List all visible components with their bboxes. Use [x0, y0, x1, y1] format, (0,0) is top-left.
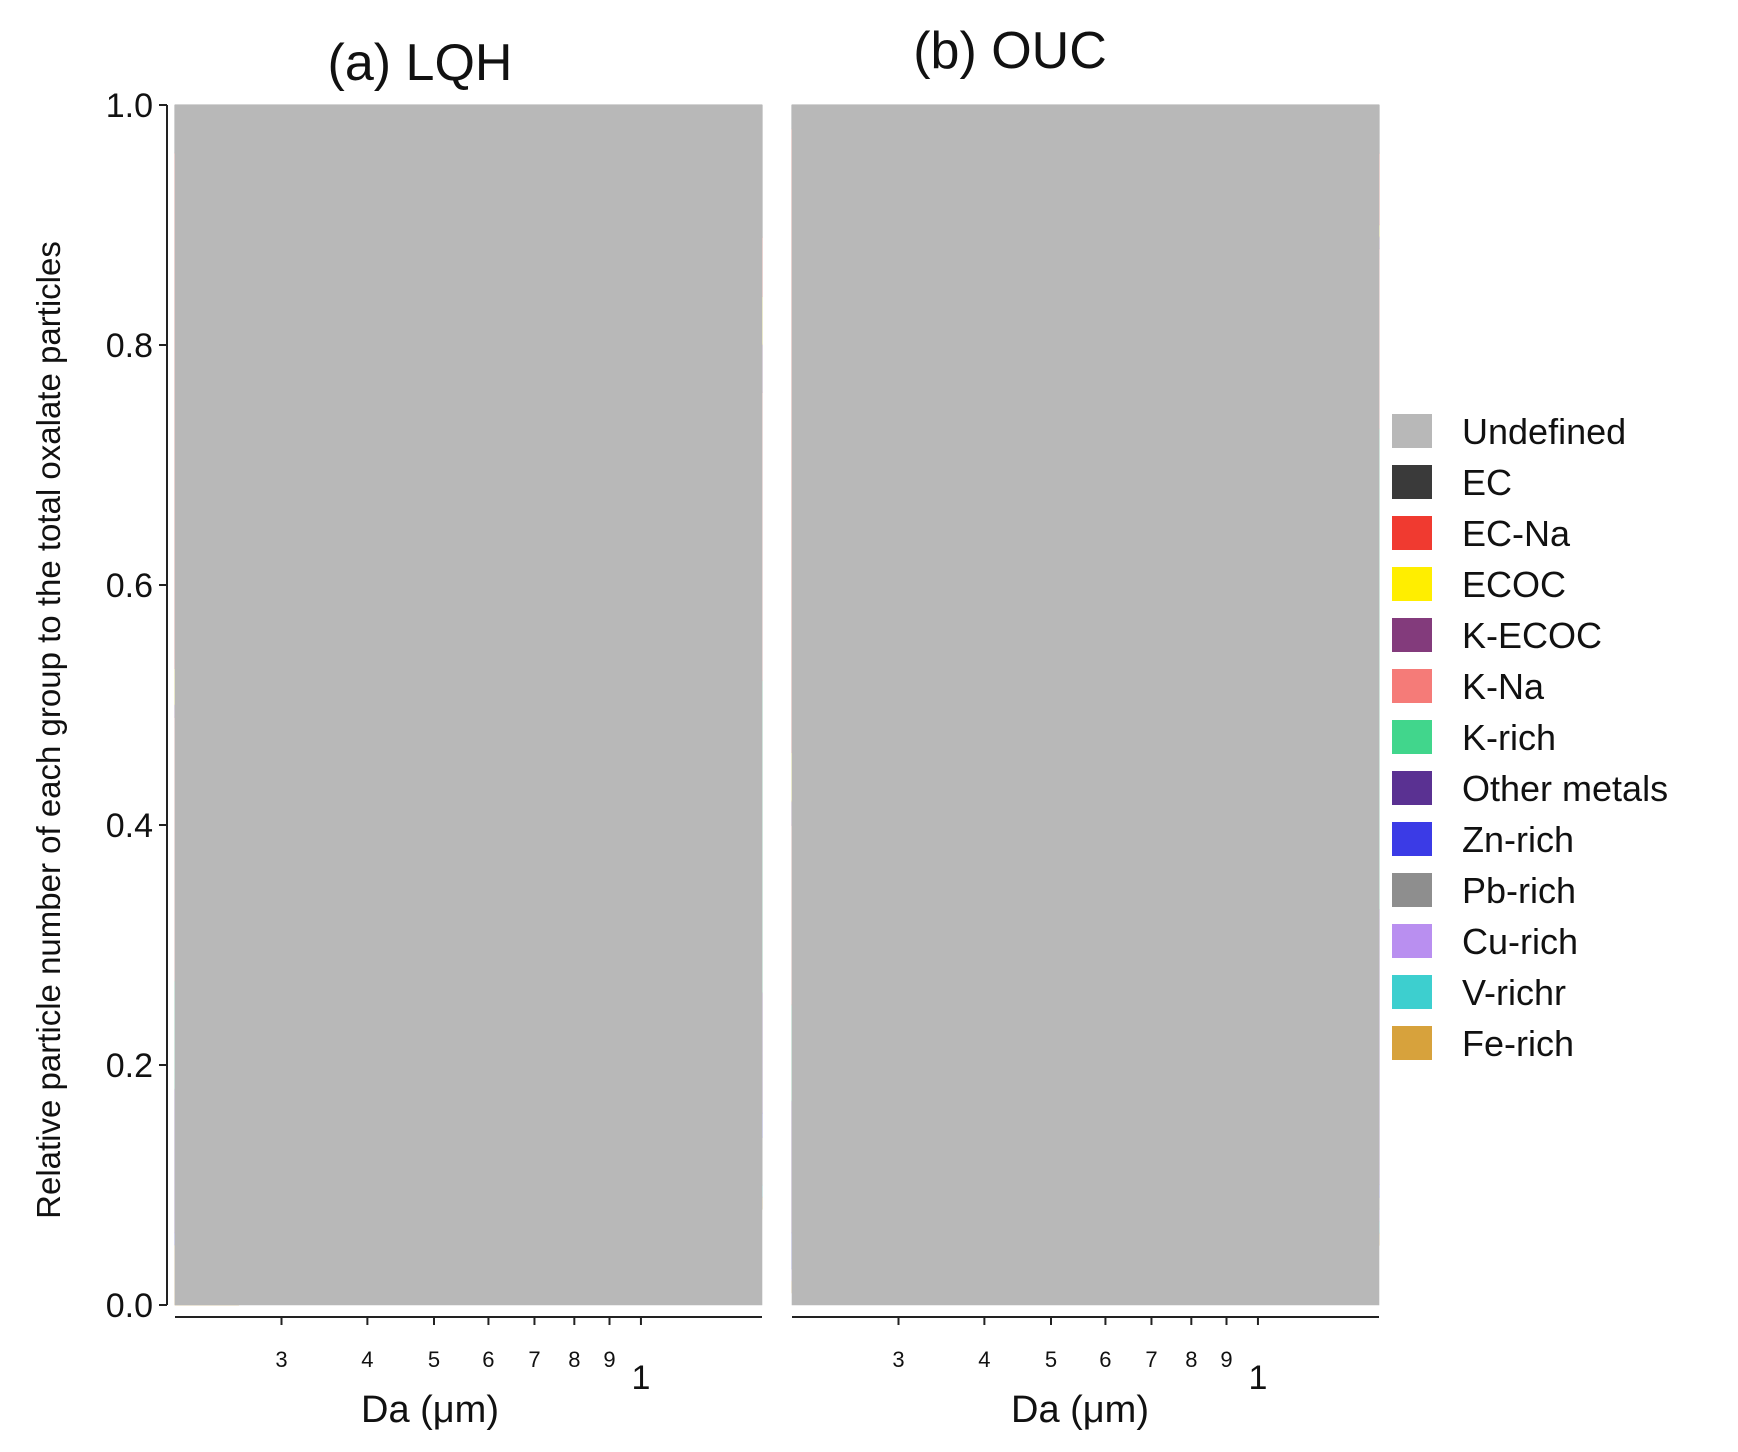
x-tick-label: 7 [1145, 1347, 1157, 1372]
x-tick-label: 5 [1045, 1347, 1057, 1372]
x-tick-label: 4 [978, 1347, 990, 1372]
panel-title-lqh: (a) LQH [328, 34, 513, 92]
legend-swatch-fe-rich [1392, 1026, 1432, 1060]
x-tick-label: 3 [892, 1347, 904, 1372]
legend-swatch-undefined [1392, 414, 1432, 448]
x-axis-label-ouc: Da (μm) [1011, 1389, 1149, 1431]
y-tick-label: 0.2 [106, 1047, 153, 1085]
legend-label-ec-na: EC-Na [1462, 513, 1571, 554]
legend-label-v-richr: V-richr [1462, 972, 1566, 1013]
legend-swatch-cu-rich [1392, 924, 1432, 958]
legend-swatch-k-rich [1392, 720, 1432, 754]
area--a-lqh-undefined [174, 104, 763, 1306]
legend-label-k-ecoc: K-ECOC [1462, 615, 1602, 656]
legend-swatch-pb-rich [1392, 873, 1432, 907]
legend-swatch-k-na [1392, 669, 1432, 703]
x-tick-label: 5 [428, 1347, 440, 1372]
legend-swatch-ec [1392, 465, 1432, 499]
x-tick-label: 6 [482, 1347, 494, 1372]
legend-swatch-k-ecoc [1392, 618, 1432, 652]
legend-label-other-metals: Other metals [1462, 768, 1668, 809]
x-tick-label: 3 [275, 1347, 287, 1372]
legend-label-cu-rich: Cu-rich [1462, 921, 1578, 962]
y-tick-label: 1.0 [106, 87, 153, 125]
y-axis: 0.0 0.2 0.4 0.6 0.8 1.0 [106, 87, 168, 1325]
legend: Undefined EC EC-Na ECOC K-ECOC K-Na K-rich Othe… [1392, 411, 1668, 1064]
legend-swatch-v-richr [1392, 975, 1432, 1009]
x-tick-label: 9 [1220, 1347, 1232, 1372]
x-tick-label: 1 [631, 1359, 650, 1397]
legend-label-zn-rich: Zn-rich [1462, 819, 1574, 860]
legend-label-k-rich: K-rich [1462, 717, 1556, 758]
legend-label-ec: EC [1462, 462, 1512, 503]
legend-swatch-ec-na [1392, 516, 1432, 550]
x-tick-label: 7 [528, 1347, 540, 1372]
panel-title-ouc: (b) OUC [913, 22, 1107, 80]
y-axis-label: Relative particle number of each group t… [30, 241, 67, 1219]
y-tick-label: 0.4 [106, 807, 153, 845]
x-tick-label: 1 [1248, 1359, 1267, 1397]
legend-label-k-na: K-Na [1462, 666, 1545, 707]
area--b-ouc-undefined [791, 104, 1380, 1306]
legend-swatch-zn-rich [1392, 822, 1432, 856]
x-tick-label: 8 [568, 1347, 580, 1372]
x-axis-label-lqh: Da (μm) [361, 1389, 499, 1431]
legend-label-fe-rich: Fe-rich [1462, 1023, 1574, 1064]
legend-swatch-other-metals [1392, 771, 1432, 805]
y-tick-label: 0.8 [106, 327, 153, 365]
legend-label-undefined: Undefined [1462, 411, 1626, 452]
x-tick-label: 4 [361, 1347, 373, 1372]
x-tick-label: 8 [1185, 1347, 1197, 1372]
legend-label-pb-rich: Pb-rich [1462, 870, 1576, 911]
legend-swatch-ecoc [1392, 567, 1432, 601]
x-tick-label: 6 [1099, 1347, 1111, 1372]
y-tick-label: 0.0 [106, 1287, 153, 1325]
x-tick-label: 9 [603, 1347, 615, 1372]
y-tick-label: 0.6 [106, 567, 153, 605]
legend-label-ecoc: ECOC [1462, 564, 1566, 605]
